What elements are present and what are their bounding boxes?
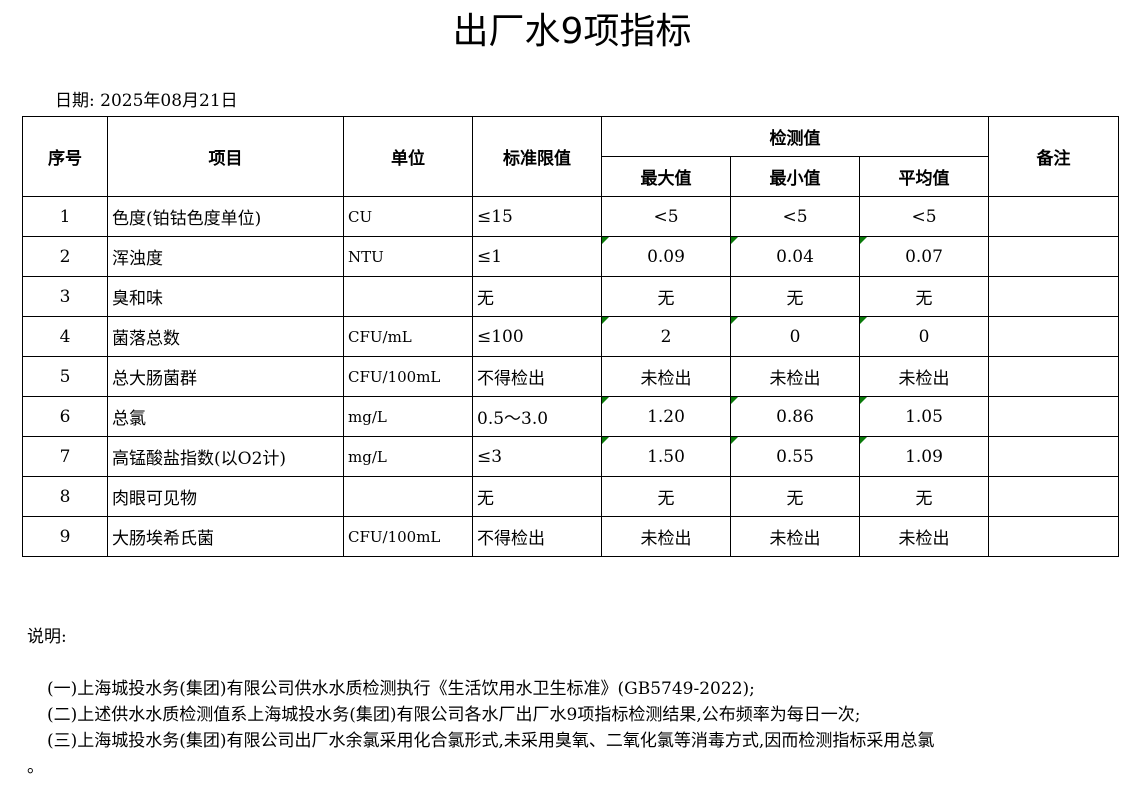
table-row: 2 浑浊度 NTU ≤1 0.09 0.04 0.07 (22, 236, 1119, 277)
header-min: 最小值 (730, 156, 860, 197)
header-remark: 备注 (988, 116, 1119, 197)
cell-limit: 不得检出 (472, 356, 602, 397)
cell-no: 3 (22, 276, 108, 317)
cell-limit: 0.5～3.0 (472, 396, 602, 437)
cell-max: <5 (601, 196, 731, 237)
cell-limit: ≤15 (472, 196, 602, 237)
table-row: 8 肉眼可见物无无无无 (22, 476, 1119, 517)
header-unit: 单位 (343, 116, 473, 197)
cell-item: 总氯 (107, 396, 344, 437)
page-title: 出厂水9项指标 (452, 11, 692, 52)
cell-avg: 0 (859, 316, 989, 357)
cell-item: 菌落总数 (107, 316, 344, 357)
header-item: 项目 (107, 116, 344, 197)
note-2: (二)上述供水水质检测值系上海城投水务(集团)有限公司各水厂出厂水9项指标检测结… (47, 705, 861, 725)
cell-item: 高锰酸盐指数(以O2计) (107, 436, 344, 477)
note-1: (一)上海城投水务(集团)有限公司供水水质检测执行《生活饮用水卫生标准》(GB5… (47, 679, 755, 699)
notes: 说明: (一)上海城投水务(集团)有限公司供水水质检测执行《生活饮用水卫生标准》… (27, 624, 934, 780)
report-date: 日期: 2025年08月21日 (55, 91, 238, 111)
cell-remark (988, 476, 1119, 517)
cell-limit: 无 (472, 476, 602, 517)
cell-avg: 无 (859, 276, 989, 317)
cell-min: 0.86 (730, 396, 860, 437)
cell-item: 肉眼可见物 (107, 476, 344, 517)
cell-item: 色度(铂钴色度单位) (107, 196, 344, 237)
cell-min: <5 (730, 196, 860, 237)
table-row: 1 色度(铂钴色度单位) CU ≤15 <5 <5 <5 (22, 196, 1119, 237)
header-max: 最大值 (601, 156, 731, 197)
cell-unit (343, 276, 473, 317)
header-no: 序号 (22, 116, 108, 197)
cell-min: 无 (730, 276, 860, 317)
cell-max: 2 (601, 316, 731, 357)
cell-remark (988, 516, 1119, 557)
cell-item: 浑浊度 (107, 236, 344, 277)
cell-no: 5 (22, 356, 108, 397)
cell-avg: 1.09 (859, 436, 989, 477)
cell-remark (988, 236, 1119, 277)
cell-no: 7 (22, 436, 108, 477)
table-row: 9 大肠埃希氏菌 CFU/100mL 不得检出 未检出 未检出 未检出 (22, 516, 1119, 557)
cell-max: 未检出 (601, 516, 731, 557)
cell-remark (988, 316, 1119, 357)
cell-avg: 1.05 (859, 396, 989, 437)
cell-unit: CFU/100mL (343, 516, 473, 557)
cell-limit: ≤3 (472, 436, 602, 477)
cell-unit: mg/L (343, 436, 473, 477)
cell-avg: 0.07 (859, 236, 989, 277)
cell-item: 大肠埃希氏菌 (107, 516, 344, 557)
cell-limit: ≤1 (472, 236, 602, 277)
cell-remark (988, 196, 1119, 237)
cell-max: 0.09 (601, 236, 731, 277)
cell-unit: CU (343, 196, 473, 237)
cell-min: 0.04 (730, 236, 860, 277)
cell-unit: CFU/mL (343, 316, 473, 357)
cell-no: 4 (22, 316, 108, 357)
notes-heading: 说明: (27, 627, 67, 647)
cell-no: 6 (22, 396, 108, 437)
cell-max: 无 (601, 476, 731, 517)
table-row: 5 总大肠菌群 CFU/100mL 不得检出 未检出 未检出 未检出 (22, 356, 1119, 397)
cell-min: 未检出 (730, 516, 860, 557)
cell-min: 0 (730, 316, 860, 357)
cell-max: 1.50 (601, 436, 731, 477)
cell-min: 无 (730, 476, 860, 517)
cell-max: 1.20 (601, 396, 731, 437)
note-3: (三)上海城投水务(集团)有限公司出厂水余氯采用化合氯形式,未采用臭氧、二氧化氯… (47, 731, 935, 751)
cell-unit: mg/L (343, 396, 473, 437)
water-quality-table: 序号 项目 单位 标准限值 检测值 备注 最大值 最小值 平均值 1 色度(铂钴色… (22, 116, 1119, 557)
header-measured: 检测值 (601, 116, 989, 157)
cell-unit (343, 476, 473, 517)
cell-avg: 未检出 (859, 356, 989, 397)
cell-no: 2 (22, 236, 108, 277)
cell-unit: NTU (343, 236, 473, 277)
cell-remark (988, 356, 1119, 397)
cell-limit: 无 (472, 276, 602, 317)
table-row: 7 高锰酸盐指数(以O2计) mg/L ≤3 1.50 0.55 1.09 (22, 436, 1119, 477)
table-row: 4 菌落总数 CFU/mL ≤100 2 0 0 (22, 316, 1119, 357)
header-limit: 标准限值 (472, 116, 602, 197)
cell-limit: 不得检出 (472, 516, 602, 557)
cell-max: 无 (601, 276, 731, 317)
cell-max: 未检出 (601, 356, 731, 397)
cell-item: 总大肠菌群 (107, 356, 344, 397)
header-avg: 平均值 (859, 156, 989, 197)
cell-item: 臭和味 (107, 276, 344, 317)
cell-avg: 未检出 (859, 516, 989, 557)
cell-limit: ≤100 (472, 316, 602, 357)
cell-min: 未检出 (730, 356, 860, 397)
cell-no: 8 (22, 476, 108, 517)
table-row: 6 总氯 mg/L 0.5～3.0 1.20 0.86 1.05 (22, 396, 1119, 437)
cell-unit: CFU/100mL (343, 356, 473, 397)
cell-avg: <5 (859, 196, 989, 237)
cell-remark (988, 396, 1119, 437)
cell-remark (988, 276, 1119, 317)
cell-min: 0.55 (730, 436, 860, 477)
cell-no: 1 (22, 196, 108, 237)
table-row: 3 臭和味无无无无 (22, 276, 1119, 317)
cell-remark (988, 436, 1119, 477)
cell-no: 9 (22, 516, 108, 557)
cell-avg: 无 (859, 476, 989, 517)
note-tail: 。 (27, 757, 44, 777)
